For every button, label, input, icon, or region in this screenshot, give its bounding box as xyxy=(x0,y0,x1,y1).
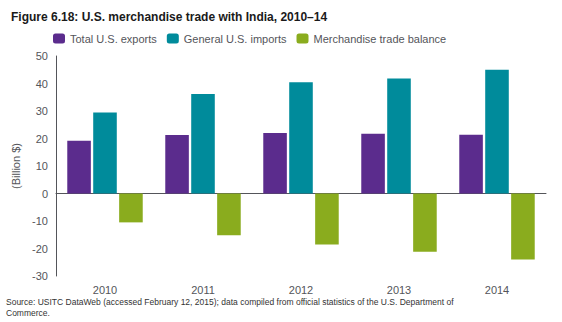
svg-text:2010: 2010 xyxy=(93,284,117,296)
svg-text:2012: 2012 xyxy=(289,284,313,296)
svg-text:Figure 6.18: U.S. merchandise: Figure 6.18: U.S. merchandise trade with… xyxy=(11,10,327,24)
svg-text:-30: -30 xyxy=(32,270,48,282)
svg-text:(Billion $): (Billion $) xyxy=(10,143,22,189)
svg-text:2011: 2011 xyxy=(191,284,215,296)
svg-text:Commerce.: Commerce. xyxy=(6,308,50,318)
svg-text:0: 0 xyxy=(42,188,48,200)
svg-text:-20: -20 xyxy=(32,243,48,255)
svg-text:20: 20 xyxy=(36,133,48,145)
svg-text:-10: -10 xyxy=(32,215,48,227)
svg-text:General U.S. imports: General U.S. imports xyxy=(184,33,287,45)
svg-text:40: 40 xyxy=(36,78,48,90)
svg-text:2013: 2013 xyxy=(387,284,411,296)
svg-text:50: 50 xyxy=(36,50,48,62)
svg-text:2014: 2014 xyxy=(485,284,509,296)
svg-text:Source: USITC DataWeb (accesse: Source: USITC DataWeb (accessed February… xyxy=(6,297,454,307)
svg-text:30: 30 xyxy=(36,105,48,117)
svg-text:10: 10 xyxy=(36,160,48,172)
svg-text:Total U.S. exports: Total U.S. exports xyxy=(70,33,157,45)
svg-text:Merchandise trade balance: Merchandise trade balance xyxy=(314,33,447,45)
